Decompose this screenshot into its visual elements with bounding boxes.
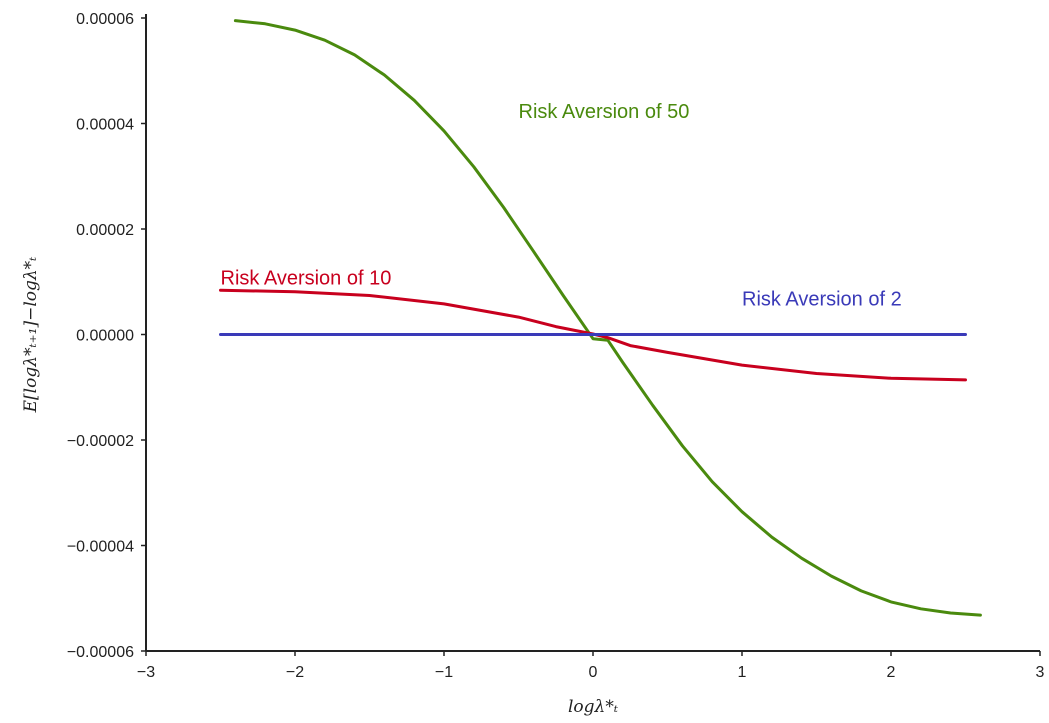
y-axis-label: E[logλ*ₜ₊₁]−logλ*ₜ [21, 256, 41, 414]
y-tick-label: −0.00004 [67, 539, 134, 556]
y-tick-label: 0.00006 [76, 11, 134, 28]
y-tick-label: 0.00004 [76, 117, 134, 134]
y-tick-label: −0.00006 [67, 644, 134, 661]
x-tick-label: 1 [738, 664, 747, 681]
x-tick-label: 3 [1036, 664, 1045, 681]
labels-layer: Risk Aversion of 50 Risk Aversion of 10 Ri… [221, 101, 902, 310]
y-tick-label: 0.00002 [76, 222, 134, 239]
x-tick-label: 0 [589, 664, 598, 681]
x-tick-label: −3 [137, 664, 155, 681]
series-label-1: Risk Aversion of 10 [221, 267, 392, 289]
x-tick-label: −1 [435, 664, 453, 681]
series-label-2: Risk Aversion of 2 [742, 288, 902, 310]
y-tick-label: 0.00000 [76, 328, 134, 345]
x-tick-label: 2 [887, 664, 896, 681]
series-layer [219, 19, 982, 617]
series-line-0 [233, 19, 982, 617]
series-label-0: Risk Aversion of 50 [519, 101, 690, 123]
y-tick-label: −0.00002 [67, 433, 134, 450]
x-tick-label: −2 [286, 664, 304, 681]
axes-layer: −3 −2 −1 0 1 2 3 0.00006 0.00004 0.00002 0.00000 −0… [21, 11, 1045, 717]
x-axis-label: logλ*ₜ [568, 697, 619, 717]
